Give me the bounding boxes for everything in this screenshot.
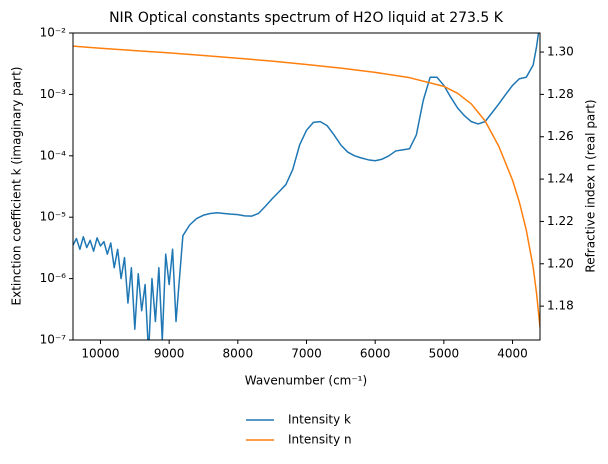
- y-tick-label: 10⁻⁶: [40, 271, 67, 285]
- x-tick-label: 5000: [429, 347, 460, 361]
- x-tick-label: 6000: [360, 347, 391, 361]
- legend-label: Intensity n: [288, 433, 352, 447]
- y2-tick-label: 1.18: [547, 299, 574, 313]
- x-axis-label: Wavenumber (cm⁻¹): [245, 374, 367, 388]
- x-tick-label: 8000: [223, 347, 254, 361]
- y-tick-label: 10⁻⁵: [40, 210, 67, 224]
- series-line: [73, 45, 540, 328]
- y2-tick-label: 1.26: [547, 129, 574, 143]
- y-tick-label: 10⁻⁷: [40, 333, 67, 347]
- x-tick-label: 4000: [497, 347, 528, 361]
- y-tick-label: 10⁻³: [40, 87, 67, 101]
- y2-tick-label: 1.22: [547, 214, 574, 228]
- series-line: [73, 33, 540, 340]
- y2-tick-label: 1.30: [547, 45, 574, 59]
- y-tick-label: 10⁻⁴: [40, 148, 67, 162]
- x-tick-label: 7000: [291, 347, 322, 361]
- y2-tick-label: 1.20: [547, 256, 574, 270]
- y2-tick-label: 1.24: [547, 172, 574, 186]
- x-tick-label: 10000: [81, 347, 119, 361]
- y2-tick-label: 1.28: [547, 87, 574, 101]
- legend-label: Intensity k: [288, 413, 351, 427]
- y2-axis-label: Refractive index n (real part): [584, 99, 598, 272]
- plot-area: [73, 33, 540, 340]
- y-axis-label: Extinction coefficient k (imaginary part…: [10, 67, 24, 306]
- y-tick-label: 10⁻²: [40, 26, 67, 40]
- x-tick-label: 9000: [154, 347, 185, 361]
- chart-title: NIR Optical constants spectrum of H2O li…: [109, 10, 504, 26]
- axes-frame: [72, 32, 541, 341]
